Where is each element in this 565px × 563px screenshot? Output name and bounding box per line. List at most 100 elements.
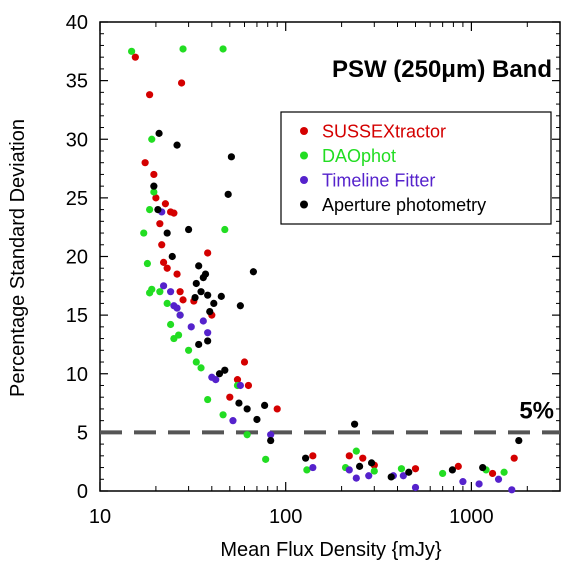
series-daophot (128, 45, 508, 478)
data-point (173, 270, 181, 278)
data-point (448, 466, 456, 474)
data-point (150, 188, 158, 196)
data-point (201, 270, 210, 278)
data-point (176, 288, 184, 296)
data-point (150, 182, 158, 190)
x-tick-label: 100 (269, 506, 302, 528)
legend-marker (300, 127, 308, 135)
data-point (236, 302, 244, 310)
x-tick-label: 1000 (449, 506, 494, 528)
data-point (262, 455, 270, 463)
x-axis-label: Mean Flux Density {mJy} (220, 539, 442, 561)
data-point (236, 381, 244, 390)
data-point (243, 405, 251, 413)
y-tick-label: 30 (66, 129, 88, 151)
data-point (131, 53, 139, 61)
data-point (397, 465, 406, 473)
data-point (219, 411, 227, 419)
data-point (156, 288, 164, 296)
data-point (167, 320, 175, 329)
y-axis-label: Percentage Standard Deviation (7, 119, 29, 397)
legend-box (280, 111, 552, 225)
data-point (479, 463, 487, 472)
data-point (204, 249, 212, 257)
y-tick-label: 40 (66, 12, 88, 34)
data-point (235, 399, 243, 407)
data-point (174, 331, 183, 339)
data-point (154, 206, 162, 214)
legend: SUSSEXtractor DAOphot Timeline Fitter Apert… (280, 111, 552, 225)
data-point (345, 466, 353, 474)
data-point (355, 462, 364, 470)
series-aperture-photometry (150, 129, 523, 481)
legend-label: Aperture photometry (322, 195, 486, 215)
data-point (150, 170, 158, 179)
data-point (459, 478, 467, 486)
data-point (167, 288, 175, 296)
data-point (352, 474, 360, 482)
data-point (152, 194, 160, 202)
data-point (267, 436, 275, 445)
data-point (159, 258, 168, 266)
data-point (261, 401, 269, 410)
data-point (405, 468, 413, 476)
data-point (215, 370, 224, 378)
legend-label: SUSSEXtractor (322, 122, 446, 142)
y-tick-label: 35 (66, 71, 88, 93)
legend-label: Timeline Fitter (322, 171, 435, 191)
data-point (439, 469, 447, 478)
data-point (148, 135, 156, 143)
data-point (168, 252, 176, 261)
data-point (204, 291, 212, 299)
data-point (273, 405, 281, 413)
x-tick-label: 10 (89, 506, 111, 528)
data-point (309, 463, 317, 472)
data-point (195, 340, 203, 349)
data-point (243, 431, 251, 439)
data-point (185, 225, 193, 234)
chart-title: PSW (250μm) Band (332, 56, 552, 83)
data-point (221, 366, 229, 374)
data-point (210, 299, 218, 307)
data-point (204, 337, 212, 345)
data-point (163, 264, 171, 272)
data-point (192, 279, 200, 288)
data-point (249, 268, 258, 276)
data-point (411, 465, 420, 473)
data-point (500, 468, 508, 476)
data-point (240, 358, 249, 366)
data-point (143, 259, 152, 268)
data-point (494, 475, 503, 483)
data-point (267, 431, 275, 439)
y-tick-label: 25 (66, 188, 88, 210)
data-point (187, 323, 195, 331)
data-point (370, 467, 378, 475)
data-points-group (128, 45, 523, 494)
data-point (197, 364, 205, 372)
data-point (155, 129, 163, 137)
series-timeline-fitter (158, 208, 516, 494)
data-point (156, 220, 164, 228)
ticks-group: 0 5 10 15 20 25 30 35 40 10 100 1000 (66, 12, 561, 528)
y-tick-label: 15 (66, 305, 88, 327)
data-point (163, 229, 171, 237)
data-point (302, 454, 310, 462)
data-point (141, 159, 149, 167)
data-point (179, 296, 187, 304)
data-point (411, 483, 420, 492)
data-point (146, 206, 154, 214)
y-tick-label: 20 (66, 247, 88, 269)
legend-marker (300, 176, 308, 184)
data-point (179, 45, 187, 53)
data-point (244, 381, 253, 390)
legend-label: DAOphot (322, 146, 396, 166)
data-point (345, 452, 353, 460)
data-point (224, 190, 232, 198)
data-point (309, 452, 317, 460)
data-point (163, 299, 171, 307)
data-point (146, 289, 154, 297)
data-point (399, 472, 407, 480)
data-point (192, 358, 200, 366)
y-tick-label: 0 (77, 481, 88, 503)
